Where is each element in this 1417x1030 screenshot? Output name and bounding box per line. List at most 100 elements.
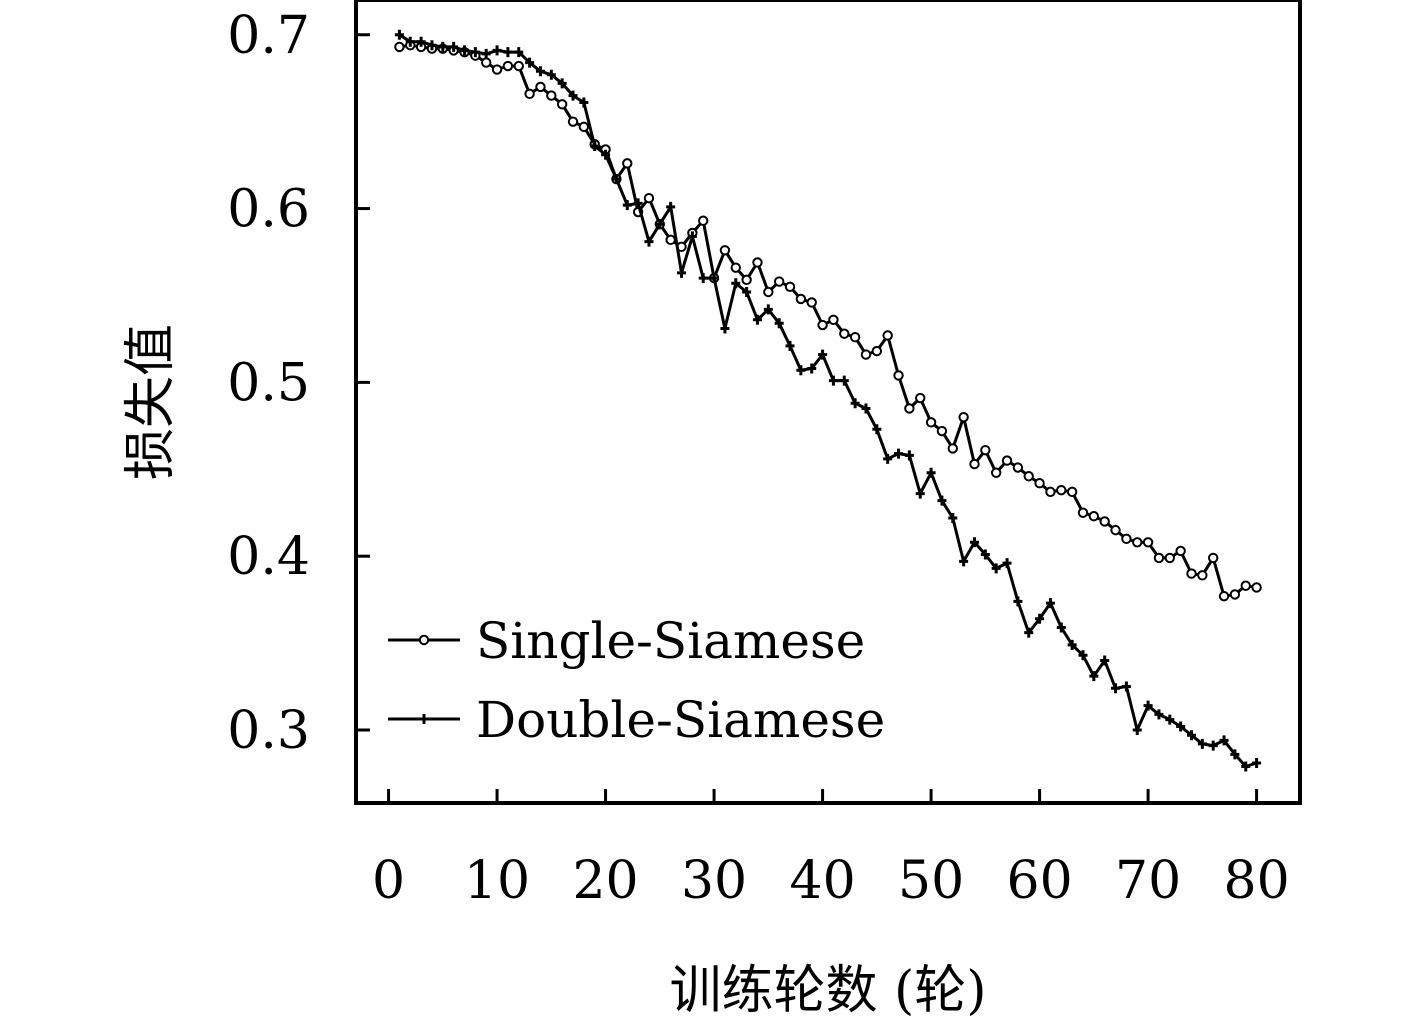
data-point <box>503 47 513 58</box>
data-point <box>773 276 785 287</box>
data-point <box>698 215 709 226</box>
data-point <box>774 318 784 329</box>
data-point <box>1002 558 1012 569</box>
data-point <box>969 537 979 548</box>
data-point <box>687 231 697 242</box>
data-point <box>785 340 795 351</box>
data-point <box>795 293 807 305</box>
data-point <box>860 349 872 360</box>
data-point <box>948 512 958 523</box>
data-point <box>535 66 545 77</box>
data-point <box>590 141 600 151</box>
data-point <box>871 345 883 357</box>
data-point <box>1197 570 1208 581</box>
data-point <box>1229 589 1241 600</box>
data-point <box>980 549 990 560</box>
data-point <box>491 64 503 75</box>
data-point <box>1153 552 1165 564</box>
data-point <box>579 97 589 108</box>
data-point <box>828 375 838 386</box>
data-point <box>470 47 480 58</box>
data-point <box>524 88 535 100</box>
data-point <box>752 314 762 325</box>
x-tick-label: 20 <box>572 851 638 911</box>
data-point <box>1186 568 1197 579</box>
data-point <box>481 57 492 68</box>
data-point <box>1067 639 1077 650</box>
data-point <box>1241 761 1251 772</box>
data-point <box>937 495 947 506</box>
data-point <box>959 556 969 567</box>
data-point <box>1045 598 1055 609</box>
data-point <box>567 116 579 127</box>
y-tick-label: 0.3 <box>227 701 310 761</box>
plot-frame <box>354 0 1302 805</box>
data-point <box>730 262 741 273</box>
data-point <box>546 90 557 101</box>
data-point <box>525 57 535 68</box>
data-point <box>1012 462 1024 473</box>
legend-label: Single-Siamese <box>476 612 865 670</box>
data-point <box>1024 627 1034 638</box>
data-point <box>763 286 774 298</box>
data-point <box>709 273 719 284</box>
y-tick-label: 0.6 <box>227 180 310 240</box>
data-point <box>1121 533 1132 545</box>
data-point <box>1219 735 1229 746</box>
data-point <box>394 41 405 53</box>
data-point <box>1175 545 1186 557</box>
data-point <box>806 297 817 308</box>
data-point <box>449 41 459 52</box>
legend: Single-Siamese Double-Siamese <box>388 612 885 749</box>
data-point <box>763 304 773 315</box>
legend-label: Double-Siamese <box>476 691 885 749</box>
data-point <box>817 319 828 331</box>
data-point <box>492 45 502 56</box>
x-tick-label: 40 <box>789 851 855 911</box>
data-point <box>915 488 925 499</box>
data-point <box>719 245 731 256</box>
x-tick-label: 0 <box>372 851 405 911</box>
y-tick-label: 0.5 <box>227 353 310 413</box>
data-point <box>796 365 806 376</box>
series-layer <box>394 29 1262 772</box>
data-point <box>556 99 568 110</box>
data-point <box>1066 486 1078 498</box>
data-point <box>1001 455 1013 466</box>
data-point <box>1100 655 1110 666</box>
data-point <box>578 121 590 133</box>
data-point <box>1230 749 1240 760</box>
data-point <box>1110 524 1121 536</box>
data-point <box>720 323 730 334</box>
data-point <box>1088 511 1100 522</box>
x-tick-label: 70 <box>1115 851 1181 911</box>
data-point <box>980 444 991 456</box>
data-point <box>1056 622 1066 633</box>
data-point <box>622 200 632 211</box>
data-point <box>1078 650 1088 661</box>
data-point <box>611 174 621 185</box>
x-tick-label: 60 <box>1007 851 1073 911</box>
data-point <box>915 392 926 404</box>
x-tick-label: 50 <box>898 851 964 911</box>
data-point <box>1164 552 1175 564</box>
data-point <box>601 149 611 160</box>
data-point <box>926 467 936 478</box>
y-tick-label: 0.7 <box>227 6 310 66</box>
data-point <box>1023 471 1034 482</box>
data-point <box>513 60 524 72</box>
data-point <box>883 453 893 464</box>
data-point <box>1240 580 1251 591</box>
data-point <box>633 198 643 209</box>
data-point <box>990 467 1002 478</box>
data-point <box>643 192 655 204</box>
data-point <box>1165 714 1175 725</box>
data-point <box>925 417 937 428</box>
data-point <box>427 40 437 51</box>
data-point <box>557 78 567 89</box>
data-point <box>894 448 904 459</box>
data-point <box>969 458 980 470</box>
data-point <box>546 69 556 80</box>
y-axis: 0.3 0.4 0.5 0.6 0.7 <box>227 6 370 761</box>
